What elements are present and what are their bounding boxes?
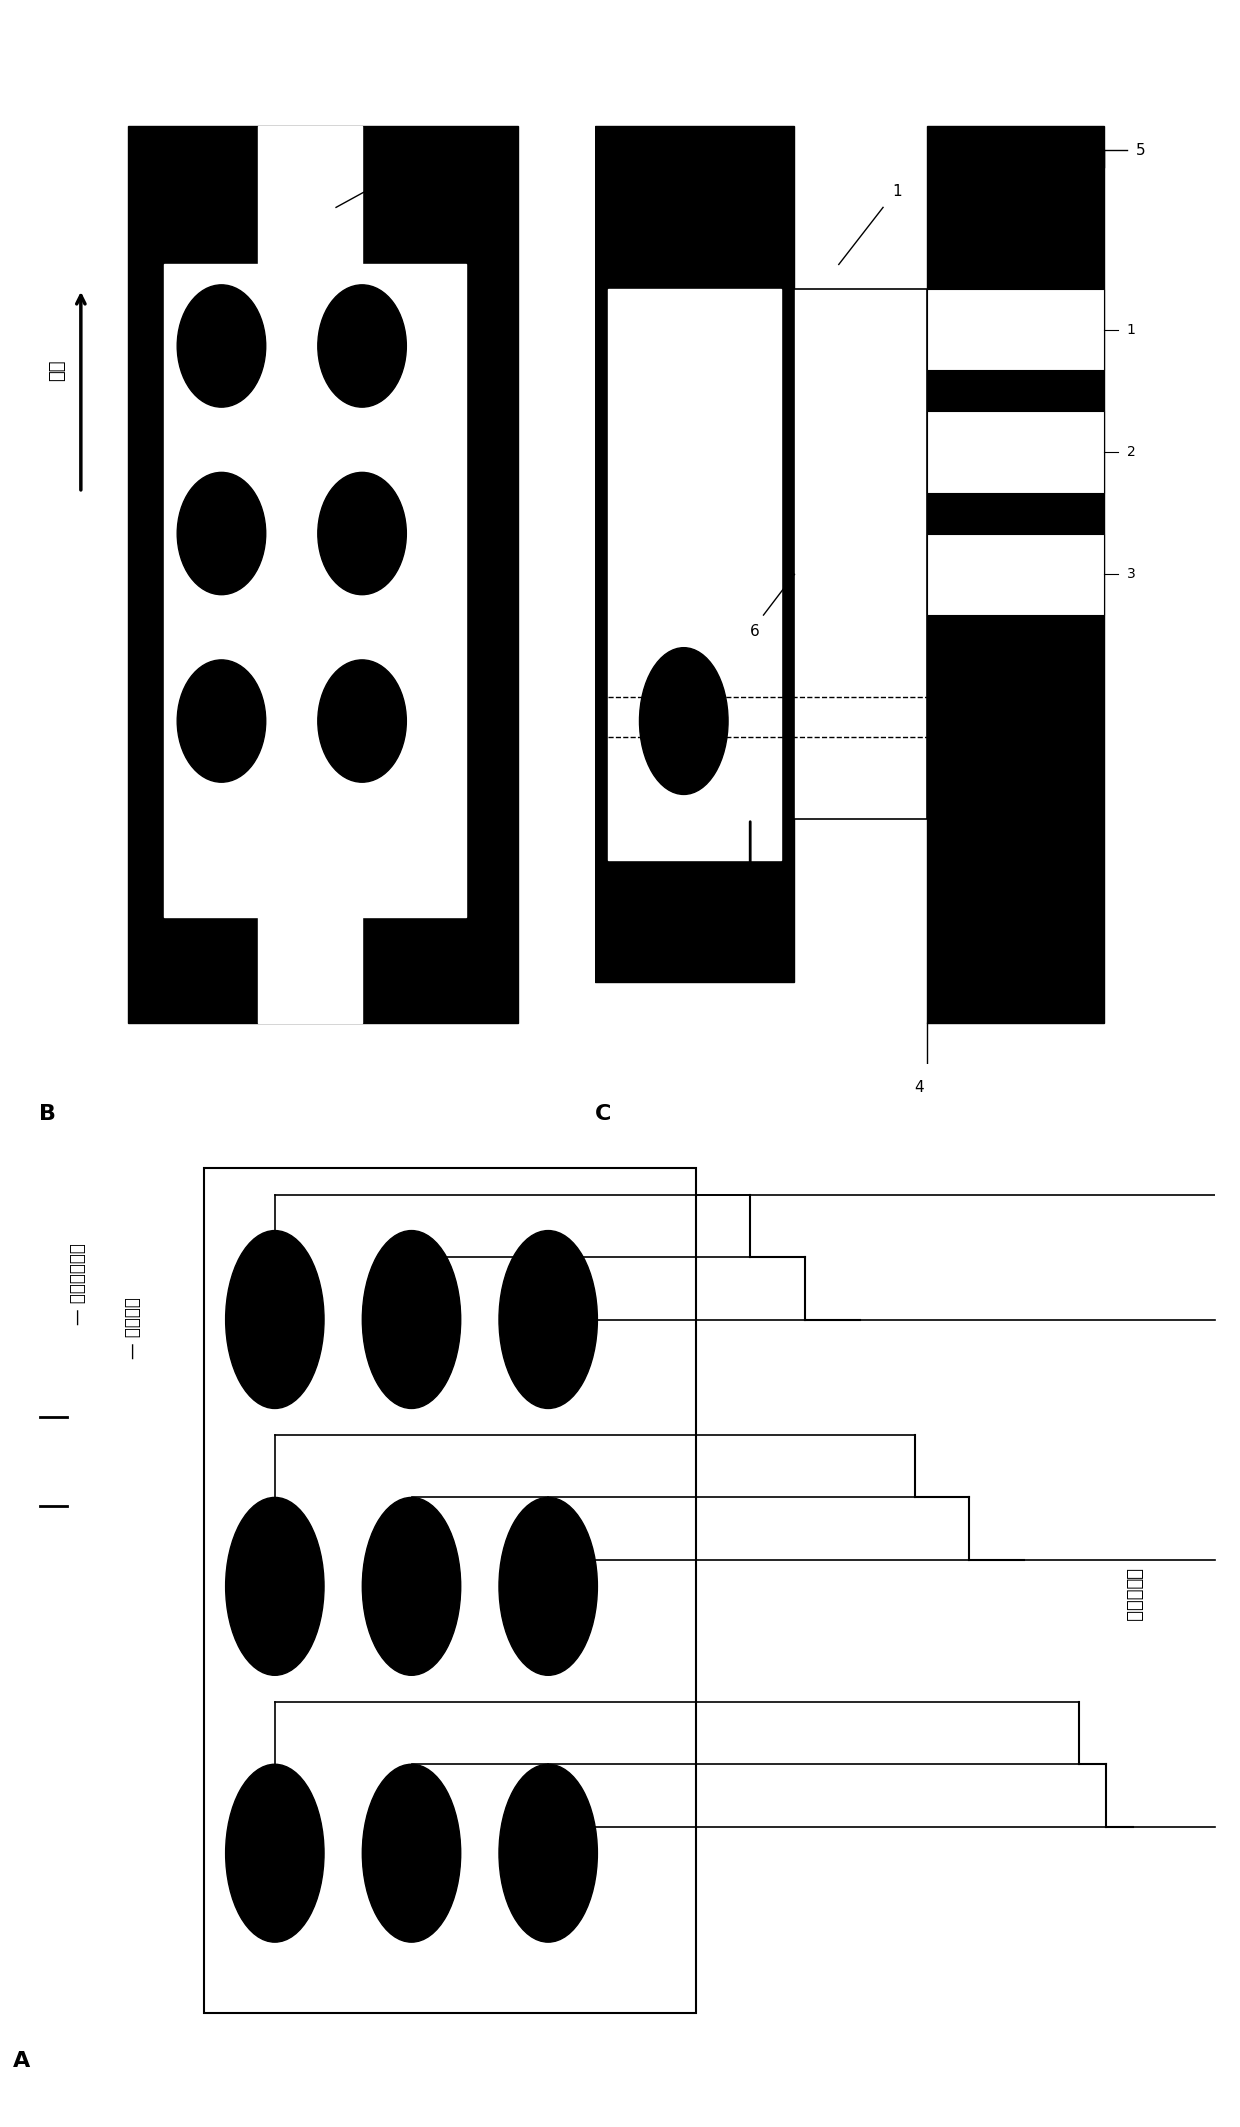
Text: — 分选捕获电极: — 分选捕获电极	[69, 1242, 87, 1325]
Text: 6: 6	[750, 623, 760, 638]
Ellipse shape	[317, 472, 407, 596]
Ellipse shape	[226, 1763, 324, 1942]
Text: 5: 5	[1136, 143, 1145, 157]
Ellipse shape	[640, 649, 728, 795]
Bar	[928, 411, 1105, 493]
Ellipse shape	[177, 472, 265, 596]
Bar	[595, 125, 795, 983]
Bar	[203, 1168, 696, 2014]
Text: C: C	[595, 1104, 611, 1125]
Ellipse shape	[498, 1497, 598, 1676]
Text: 4: 4	[914, 1081, 924, 1095]
Bar	[128, 125, 518, 1023]
Ellipse shape	[177, 285, 265, 406]
Bar	[928, 125, 1105, 1023]
Ellipse shape	[317, 659, 407, 783]
Bar	[258, 125, 362, 264]
Ellipse shape	[498, 1763, 598, 1942]
Text: 2: 2	[1127, 445, 1136, 459]
Ellipse shape	[317, 285, 407, 406]
Text: 流向: 流向	[714, 874, 733, 893]
Bar	[609, 289, 781, 859]
Ellipse shape	[362, 1497, 461, 1676]
Bar	[258, 917, 362, 1023]
Text: 1: 1	[892, 183, 901, 198]
Bar	[928, 289, 1105, 370]
Bar	[795, 289, 928, 819]
Bar	[164, 264, 466, 917]
Text: 流向: 流向	[48, 359, 67, 381]
Bar	[928, 534, 1105, 615]
Ellipse shape	[226, 1232, 324, 1408]
Text: A: A	[12, 2050, 30, 2072]
Ellipse shape	[498, 1232, 598, 1408]
Text: B: B	[40, 1104, 56, 1125]
Ellipse shape	[177, 659, 265, 783]
Text: 电极俧视图: 电极俧视图	[1125, 1568, 1142, 1623]
Text: — 检测电极: — 检测电极	[124, 1297, 141, 1359]
Text: 1: 1	[1127, 323, 1136, 336]
Ellipse shape	[226, 1497, 324, 1676]
Text: 3: 3	[1127, 568, 1136, 581]
Text: 1: 1	[456, 125, 466, 143]
Ellipse shape	[362, 1763, 461, 1942]
Ellipse shape	[362, 1232, 461, 1408]
